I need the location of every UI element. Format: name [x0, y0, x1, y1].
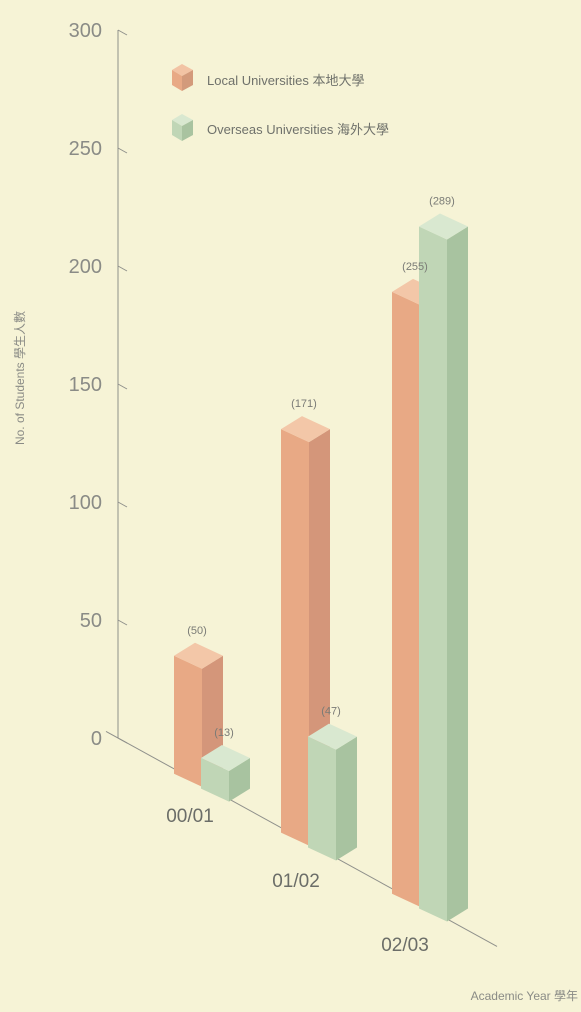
bars — [174, 213, 468, 922]
x-axis-title: Academic Year 學年 — [471, 989, 578, 1003]
y-tick — [117, 147, 128, 154]
labels: (50) (13) 00/01 (171) (47) 01/02 (255) (289) 02/… — [166, 196, 455, 956]
legend-swatch-local — [172, 64, 193, 91]
y-tick — [117, 29, 128, 36]
value-label-overseas-1: (47) — [321, 706, 341, 718]
legend-label-overseas: Overseas Universities 海外大學 — [207, 122, 389, 137]
y-tick — [117, 501, 128, 508]
value-label-local-1: (171) — [291, 398, 317, 410]
legend: Local Universities 本地大學 Overseas Univers… — [172, 64, 389, 141]
y-tick-label: 300 — [69, 20, 102, 42]
y-tick — [117, 619, 128, 626]
value-label-local-2: (255) — [402, 261, 428, 273]
legend-item-local: Local Universities 本地大學 — [172, 64, 365, 91]
axes: 0 50 100 150 200 250 300 — [69, 20, 498, 947]
x-category-label: 01/02 — [272, 871, 320, 892]
bar-overseas-1 — [308, 723, 357, 861]
y-tick-label: 200 — [69, 256, 102, 278]
legend-swatch-overseas — [172, 114, 193, 141]
y-tick-label: 250 — [69, 138, 102, 160]
value-label-overseas-2: (289) — [429, 196, 455, 208]
legend-label-local: Local Universities 本地大學 — [207, 73, 365, 88]
y-tick-label: 50 — [80, 610, 102, 632]
x-category-label: 02/03 — [381, 935, 429, 956]
y-tick — [117, 265, 128, 272]
y-tick — [117, 383, 128, 390]
value-label-local-0: (50) — [187, 625, 207, 637]
y-tick-label: 100 — [69, 492, 102, 514]
value-label-overseas-0: (13) — [214, 727, 234, 739]
bar-overseas-2 — [419, 213, 468, 922]
y-tick-label: 0 — [91, 728, 102, 750]
y-tick-label: 150 — [69, 374, 102, 396]
bar-overseas-0 — [201, 744, 250, 802]
y-axis-title: No. of Students 學生人數 — [13, 311, 27, 445]
legend-item-overseas: Overseas Universities 海外大學 — [172, 114, 389, 141]
x-category-label: 00/01 — [166, 806, 214, 827]
bar-local-0 — [174, 642, 223, 787]
